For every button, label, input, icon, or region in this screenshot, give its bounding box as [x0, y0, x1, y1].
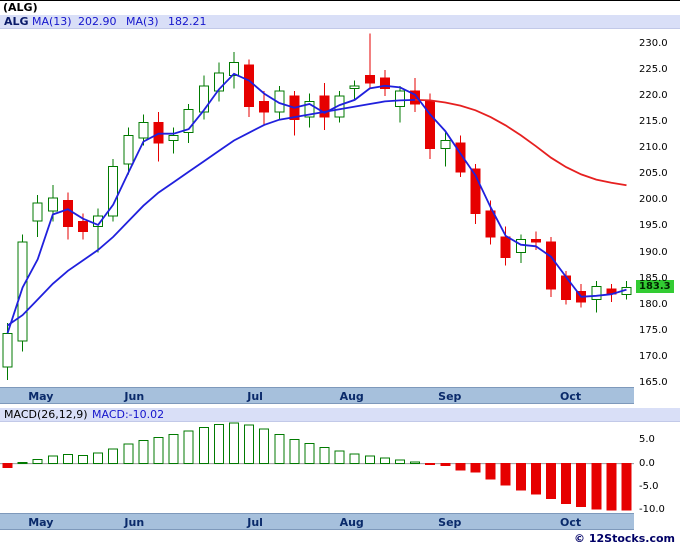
macd-bars: [2, 422, 632, 511]
macd-axis-tick-label: 0.0: [639, 457, 655, 469]
price-axis-tick-label: 190.0: [639, 246, 668, 258]
month-label: May: [28, 390, 54, 403]
ma13-legend-value: 202.90: [78, 15, 117, 28]
month-label: Jul: [247, 516, 263, 529]
price-chart-legend: ALG MA(13) 202.90 MA(3) 182.21: [0, 15, 680, 29]
price-axis-tick-label: 180.0: [639, 298, 668, 310]
macd-legend-label: MACD(26,12,9): [4, 408, 88, 421]
symbol-label: ALG: [4, 15, 29, 28]
macd-x-axis-months: May Jun Jul Aug Sep Oct: [0, 513, 634, 530]
price-axis-tick-label: 230.0: [639, 38, 668, 50]
title-bar: (ALG): [0, 1, 680, 15]
price-axis-tick-label: 165.0: [639, 376, 668, 388]
macd-axis-tick-label: -5.0: [639, 480, 659, 492]
month-label: Jun: [124, 390, 145, 403]
ma3-legend-value: 182.21: [168, 15, 207, 28]
month-label: Jul: [247, 390, 263, 403]
price-axis-tick-label: 205.0: [639, 168, 668, 180]
page-title: (ALG): [3, 1, 38, 14]
ma13-legend-label: MA(13): [32, 15, 72, 28]
month-label: Oct: [560, 390, 582, 403]
macd-axis-tick-label: 5.0: [639, 434, 655, 446]
price-axis-tick-label: 225.0: [639, 64, 668, 76]
macd-legend: MACD(26,12,9) MACD:-10.02: [0, 408, 680, 422]
month-label: Oct: [560, 516, 582, 529]
price-y-axis: 183.3 230.0 225.0 220.0 215.0 210.0 205.0 200.…: [634, 29, 680, 387]
macd-legend-value: MACD:-10.02: [92, 408, 165, 421]
footer-bar: © 12Stocks.com: [0, 530, 680, 546]
price-axis-tick-label: 200.0: [639, 194, 668, 206]
ma3-legend-label: MA(3): [126, 15, 159, 28]
candlestick-series: [2, 33, 632, 381]
month-label: Sep: [438, 390, 462, 403]
macd-histogram: [0, 422, 634, 511]
attribution-link[interactable]: © 12Stocks.com: [574, 532, 675, 545]
candlestick-chart: [2, 33, 632, 381]
ma3-line: [6, 72, 627, 334]
price-axis-tick-label: 185.0: [639, 272, 668, 284]
price-axis-tick-label: 210.0: [639, 142, 668, 154]
macd-axis-tick-label: -10.0: [639, 503, 665, 515]
month-label: Aug: [339, 390, 364, 403]
month-label: Sep: [438, 516, 462, 529]
month-label: Jun: [124, 516, 145, 529]
macd-chart-plot: [0, 422, 634, 513]
price-chart-plot: [0, 29, 634, 387]
ma13-line-rising: [6, 99, 416, 327]
macd-y-axis: 5.0 0.0 -5.0 -10.0: [634, 422, 680, 515]
month-label: May: [28, 516, 54, 529]
month-label: Aug: [339, 516, 364, 529]
price-axis-tick-label: 195.0: [639, 220, 668, 232]
last-price-tag: 183.3: [636, 280, 674, 294]
ma13-line-falling: [415, 99, 627, 187]
price-axis-tick-label: 170.0: [639, 350, 668, 362]
price-x-axis-months: May Jun Jul Aug Sep Oct: [0, 387, 634, 404]
price-axis-tick-label: 175.0: [639, 324, 668, 336]
price-axis-tick-label: 215.0: [639, 116, 668, 128]
price-axis-tick-label: 220.0: [639, 90, 668, 102]
